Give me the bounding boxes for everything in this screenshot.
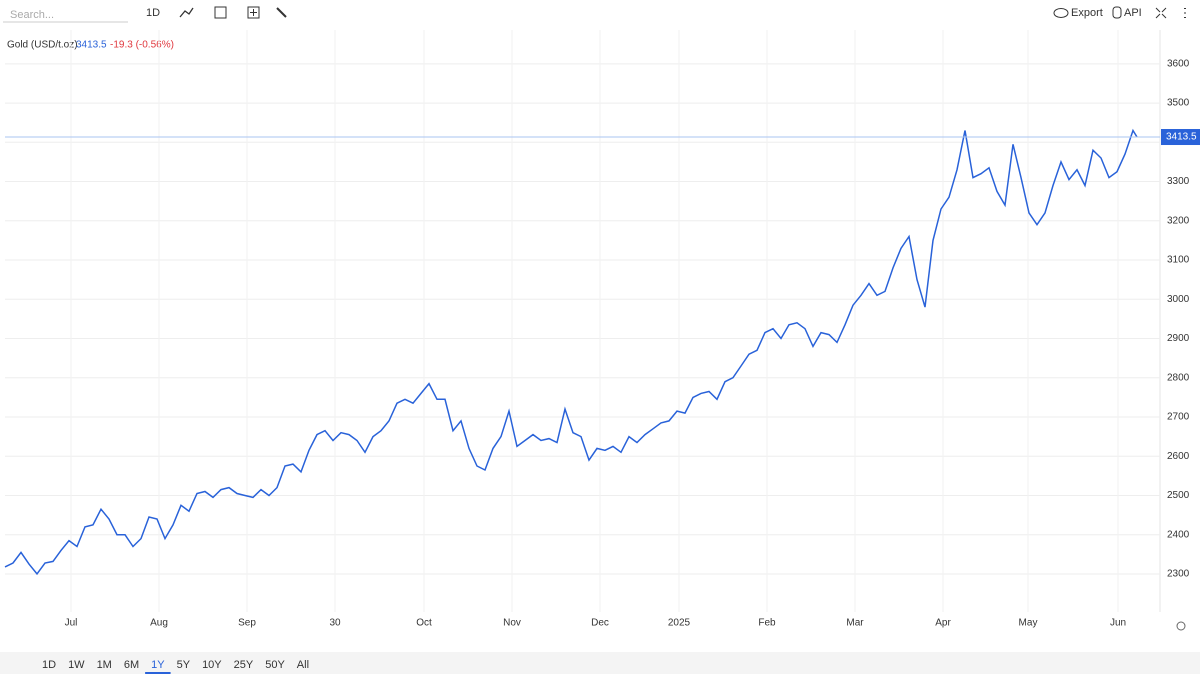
price-line bbox=[4, 128, 1138, 576]
x-tick-label: 30 bbox=[329, 618, 341, 629]
y-tick-label: 3500 bbox=[1167, 98, 1190, 109]
settings-icon[interactable] bbox=[276, 7, 287, 18]
x-tick-label: Sep bbox=[238, 618, 256, 629]
range-button[interactable]: 1D bbox=[42, 659, 56, 671]
range-button[interactable]: 10Y bbox=[202, 659, 222, 671]
x-tick-label: Oct bbox=[416, 618, 432, 629]
api-button[interactable]: API bbox=[1124, 7, 1142, 19]
x-tick-label: Dec bbox=[591, 618, 609, 629]
y-tick-label: 2600 bbox=[1167, 451, 1190, 462]
x-tick-label: May bbox=[1019, 618, 1038, 629]
export-button[interactable]: Export bbox=[1071, 7, 1103, 19]
chart-type-icon[interactable] bbox=[179, 7, 194, 18]
header-change: -19.3 (-0.56%) bbox=[110, 40, 174, 51]
y-tick-label: 2900 bbox=[1167, 333, 1190, 344]
fullscreen-icon[interactable] bbox=[1155, 7, 1167, 19]
last-price-badge bbox=[1161, 129, 1200, 146]
gear-icon[interactable] bbox=[1176, 621, 1186, 631]
x-tick-label: Mar bbox=[846, 618, 864, 629]
x-tick-label: Jul bbox=[65, 618, 78, 629]
y-tick-label: 2700 bbox=[1167, 412, 1190, 423]
range-button[interactable]: All bbox=[297, 659, 309, 671]
y-tick-label: 3600 bbox=[1167, 58, 1190, 69]
range-button[interactable]: 50Y bbox=[265, 659, 285, 671]
y-tick-label: 2500 bbox=[1167, 490, 1190, 501]
y-tick-label: 2300 bbox=[1167, 569, 1190, 580]
export-icon[interactable] bbox=[1053, 8, 1069, 18]
y-tick-label: 3000 bbox=[1167, 294, 1190, 305]
interval-button[interactable]: 1D bbox=[146, 7, 160, 19]
last-price-label: 3413.5 bbox=[1166, 132, 1197, 143]
range-button[interactable]: 1Y bbox=[151, 659, 165, 671]
api-icon[interactable] bbox=[1112, 6, 1122, 19]
y-tick-label: 2400 bbox=[1167, 529, 1190, 540]
y-tick-label: 3300 bbox=[1167, 176, 1190, 187]
x-tick-label: Aug bbox=[150, 618, 168, 629]
add-icon-plus bbox=[250, 9, 257, 16]
range-button[interactable]: 1W bbox=[68, 659, 85, 671]
chart-title: Gold (USD/t.oz) bbox=[7, 40, 78, 51]
range-button[interactable]: 5Y bbox=[177, 659, 191, 671]
range-button[interactable]: 6M bbox=[124, 659, 139, 671]
search-box[interactable]: Search... bbox=[10, 9, 54, 21]
x-tick-label: Feb bbox=[758, 618, 776, 629]
add-icon[interactable] bbox=[247, 6, 260, 19]
x-tick-label: 2025 bbox=[668, 618, 691, 629]
y-tick-label: 2800 bbox=[1167, 372, 1190, 383]
calendar-icon[interactable] bbox=[214, 6, 227, 19]
range-bar bbox=[0, 652, 1200, 674]
x-tick-label: Jun bbox=[1110, 618, 1126, 629]
y-tick-label: 3200 bbox=[1167, 215, 1190, 226]
range-button[interactable]: 25Y bbox=[234, 659, 254, 671]
y-tick-label: 3100 bbox=[1167, 255, 1190, 266]
x-tick-label: Nov bbox=[503, 618, 521, 629]
header-price: 3413.5 bbox=[76, 40, 107, 51]
range-button[interactable]: 1M bbox=[97, 659, 112, 671]
x-tick-label: Apr bbox=[935, 618, 951, 629]
